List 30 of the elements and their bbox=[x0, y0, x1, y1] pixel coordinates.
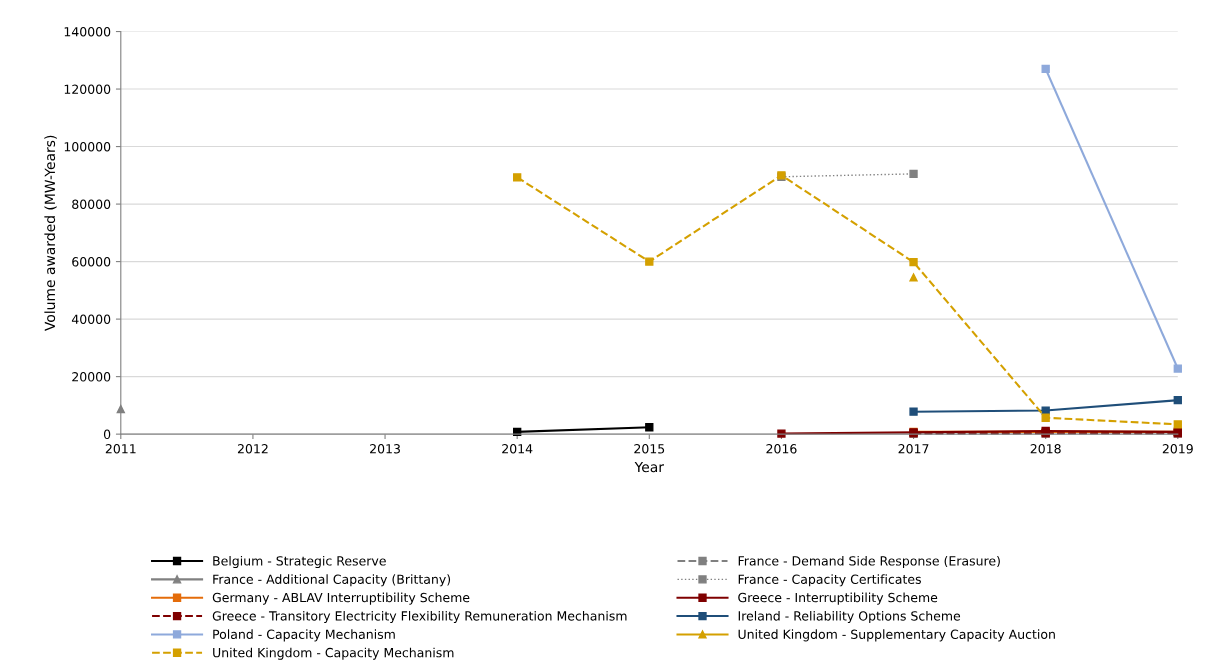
legend-label: Greece - Transitory Electricity Flexibility Remuneration Mechanism bbox=[212, 610, 627, 624]
legend-label: Germany - ABLAV Interruptibility Scheme bbox=[212, 592, 470, 605]
legend-label: Poland - Capacity Mechanism bbox=[213, 629, 395, 642]
legend-label: Ireland - Reliability Options Scheme bbox=[738, 610, 961, 624]
y-tick-label: 140000 bbox=[64, 27, 111, 37]
x-tick-label: 2015 bbox=[634, 444, 665, 454]
x-tick-label: 2017 bbox=[898, 444, 929, 454]
x-tick-label: 2011 bbox=[105, 444, 136, 454]
y-axis-title: Volume awarded (MW-Years) bbox=[44, 135, 57, 331]
x-tick-label: 2013 bbox=[370, 444, 400, 454]
legend-label: France - Demand Side Response (Erasure) bbox=[738, 555, 1000, 569]
y-tick-label: 120000 bbox=[64, 84, 111, 94]
y-tick-label: 0 bbox=[103, 429, 111, 440]
legend-label: France - Additional Capacity (Brittany) bbox=[213, 574, 451, 587]
y-tick-label: 40000 bbox=[71, 314, 111, 325]
legend-label: Belgium - Strategic Reserve bbox=[213, 555, 386, 569]
x-axis-title: Year bbox=[634, 461, 664, 473]
y-tick-label: 100000 bbox=[64, 142, 111, 152]
y-tick-label: 20000 bbox=[72, 372, 111, 382]
x-tick-label: 2012 bbox=[237, 444, 268, 454]
legend-label: Greece - Interruptibility Scheme bbox=[738, 592, 938, 605]
legend-label: United Kingdom - Capacity Mechanism bbox=[213, 647, 454, 660]
x-tick-label: 2016 bbox=[766, 444, 797, 454]
x-tick-label: 2019 bbox=[1162, 444, 1193, 454]
legend-label: France - Capacity Certificates bbox=[738, 574, 921, 587]
legend-label: United Kingdom - Supplementary Capacity Auction bbox=[738, 629, 1055, 642]
y-tick-label: 60000 bbox=[72, 257, 111, 267]
x-tick-label: 2018 bbox=[1030, 444, 1061, 454]
x-tick-label: 2014 bbox=[502, 444, 533, 454]
y-tick-label: 80000 bbox=[72, 199, 111, 210]
